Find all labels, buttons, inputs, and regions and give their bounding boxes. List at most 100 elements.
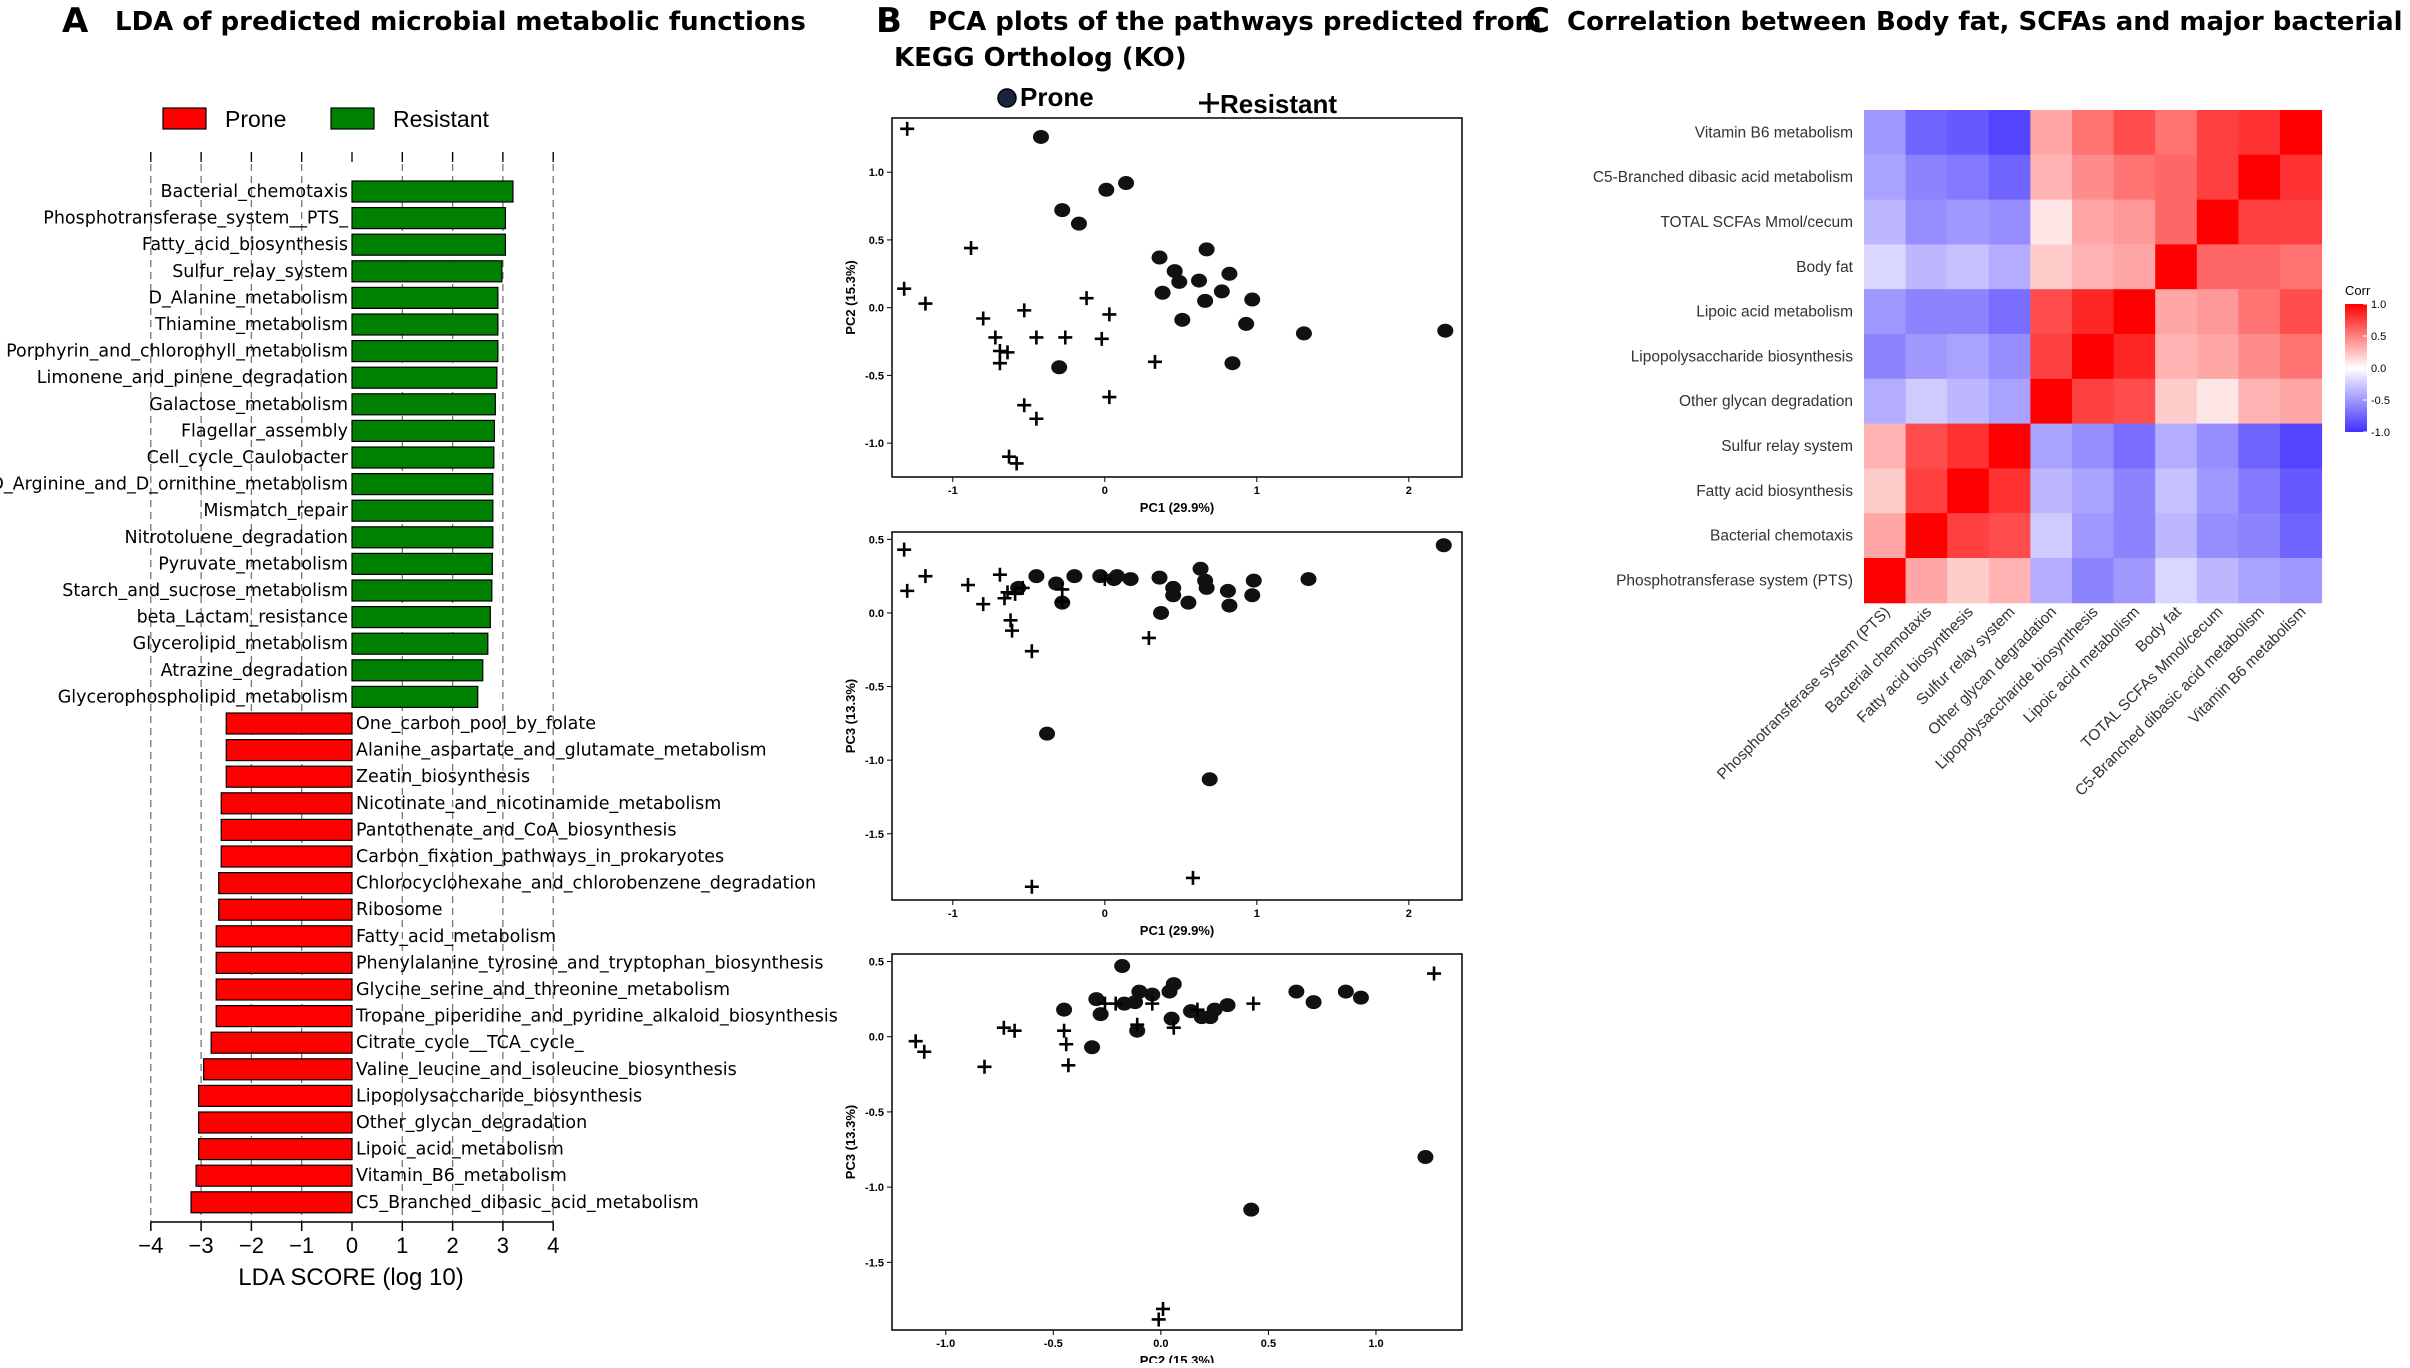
lda-x-tick-label: −3 — [189, 1233, 214, 1258]
heatmap-cell — [2196, 468, 2239, 514]
lda-bar — [215, 978, 353, 1001]
heatmap-cell — [2030, 558, 2073, 604]
pca-point-prone — [1092, 1007, 1109, 1022]
lda-bar-label: Limonene_and_pinene_degradation — [37, 368, 348, 388]
heatmap-cell — [2196, 423, 2239, 469]
heatmap-cell — [1988, 199, 2031, 245]
lda-bar-label: Zeatin_biosynthesis — [356, 767, 530, 787]
pca-point-resistant — [1102, 307, 1117, 322]
heatmap-cell — [1864, 558, 1907, 604]
pca-point-prone — [1056, 1002, 1073, 1017]
heatmap-cell — [2030, 110, 2073, 156]
heatmap-cell — [1988, 468, 2031, 514]
heatmap-row-label: Lipoic acid metabolism — [1696, 304, 1853, 321]
lda-x-tick-label: −4 — [138, 1233, 163, 1258]
lda-bar — [351, 473, 494, 496]
heatmap-cell — [2113, 468, 2156, 514]
pca-point-resistant — [1015, 580, 1030, 595]
lda-bar — [225, 738, 353, 762]
pca-y-tick-label: 0.0 — [869, 303, 884, 315]
heatmap-cell — [1947, 334, 1990, 380]
pca-point-resistant — [918, 569, 933, 584]
panel-b-letter: B — [876, 1, 902, 41]
pca-point-resistant — [900, 583, 915, 598]
pca-point-prone — [1201, 772, 1218, 787]
heatmap-cell — [2030, 423, 2073, 469]
pca-point-resistant — [1017, 398, 1032, 413]
heatmap-cell — [2238, 199, 2281, 245]
lda-bar-label: Thiamine_metabolism — [154, 315, 348, 335]
pca-x-tick-label: -0.5 — [1044, 1338, 1063, 1350]
heatmap-cell — [2280, 244, 2323, 290]
pca-plot-frame — [891, 117, 1463, 478]
lda-bar — [351, 552, 493, 576]
heatmap-cell — [2196, 558, 2239, 604]
pca-point-resistant — [977, 1059, 992, 1074]
lda-bar — [351, 366, 498, 389]
lda-bar-label: C5_Branched_dibasic_acid_metabolism — [356, 1193, 699, 1213]
pca-x-tick-label: 0 — [1102, 908, 1108, 920]
lda-bar — [351, 260, 503, 283]
heatmap-cell — [2280, 154, 2323, 201]
pca-y-axis-title: PC2 (15.3%) — [843, 260, 858, 334]
heatmap-cell — [2196, 513, 2239, 559]
pca-x-axis-title: PC1 (29.9%) — [1140, 923, 1214, 938]
heatmap-row-label: Vitamin B6 metabolism — [1695, 124, 1853, 141]
lda-bar-label: Bacterial_chemotaxis — [160, 182, 348, 202]
pca-y-tick-label: -1.0 — [865, 438, 884, 450]
heatmap-row-label: Sulfur relay system — [1721, 438, 1853, 455]
pca-point-prone — [1206, 1002, 1223, 1017]
pca-x-tick-label: 1 — [1254, 908, 1260, 920]
heatmap-cell — [2072, 244, 2115, 290]
panel-a-letter: A — [62, 1, 89, 41]
heatmap-cell — [2280, 423, 2323, 469]
heatmap-cell — [1905, 513, 1948, 559]
pca-point-prone — [1191, 273, 1208, 288]
pca-plot-pc1-pc3: -1 0 1 2 0.5 0.0 -0.5 -1.0 -1.5 PC1 (29.9%) PC3 (1… — [843, 531, 1463, 938]
pca-point-prone — [1192, 561, 1209, 576]
heatmap-cell — [1988, 513, 2031, 559]
heatmap-cell — [2238, 558, 2281, 604]
heatmap-cell — [1864, 154, 1907, 201]
pca-point-prone — [1197, 293, 1214, 308]
pca-point-prone — [1154, 285, 1171, 300]
heatmap-cell — [2030, 378, 2073, 425]
heatmap-cell — [1905, 334, 1948, 380]
pca-plot-frame — [891, 531, 1463, 901]
pca-point-resistant — [964, 241, 979, 256]
heatmap-cell — [2196, 199, 2239, 245]
heatmap-cell — [2196, 110, 2239, 156]
pca-point-resistant — [1000, 585, 1015, 600]
pca-point-resistant — [1055, 594, 1070, 609]
correlation-heatmap: Vitamin B6 metabolism C5-Branched dibasic… — [1593, 110, 2390, 800]
heatmap-cell — [1947, 378, 1990, 425]
heatmap-cell — [2280, 378, 2323, 425]
pca-point-resistant — [992, 356, 1007, 371]
heatmap-cell — [2030, 468, 2073, 514]
heatmap-cell — [1905, 423, 1948, 469]
heatmap-cell — [2030, 334, 2073, 380]
pca-point-resistant — [992, 567, 1007, 582]
legend-swatch-prone — [162, 107, 207, 130]
pca-point-prone — [1198, 580, 1215, 595]
heatmap-cell — [1947, 513, 1990, 559]
pca-y-axis-title: PC3 (13.3%) — [843, 679, 858, 753]
lda-bar — [351, 526, 494, 549]
pca-point-prone — [1219, 583, 1236, 598]
pca-point-resistant — [1003, 613, 1018, 628]
lda-bar — [197, 1111, 353, 1134]
heatmap-cell — [2196, 289, 2239, 335]
heatmap-cell — [2280, 110, 2323, 156]
pca-y-tick-label: -0.5 — [865, 1107, 884, 1119]
lda-bar-label: Porphyrin_and_chlorophyll_metabolism — [6, 342, 348, 362]
corr-scale-tick-label: 0.5 — [2371, 331, 2386, 343]
pca-point-prone — [1305, 995, 1322, 1010]
lda-bar — [351, 340, 499, 363]
heatmap-cell — [1988, 110, 2031, 156]
heatmap-cell — [1864, 110, 1907, 156]
pca-point-prone — [1221, 598, 1238, 613]
heatmap-cell — [2155, 513, 2198, 559]
heatmap-cell — [2072, 199, 2115, 245]
pca-point-resistant — [1029, 411, 1044, 426]
